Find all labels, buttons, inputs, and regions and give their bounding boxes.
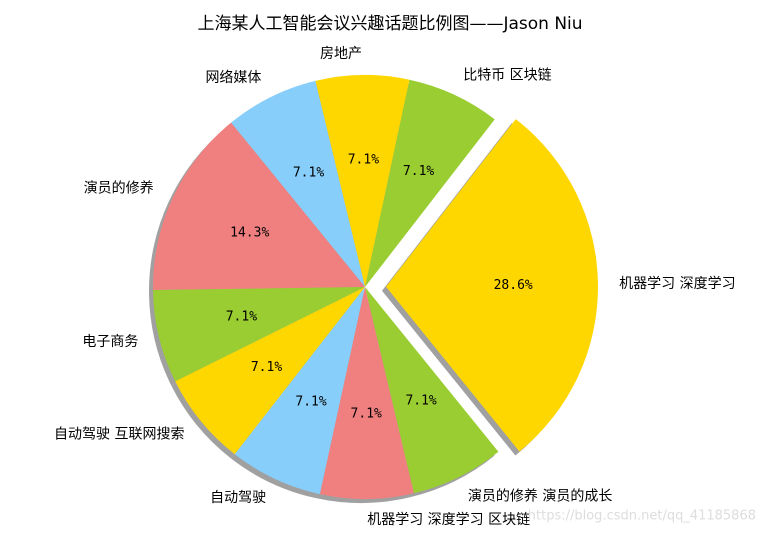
slice-label: 网络媒体 bbox=[205, 70, 261, 86]
percent-label: 7.1% bbox=[403, 164, 434, 179]
percent-label: 14.3% bbox=[230, 226, 269, 241]
slice-label: 演员的修养 演员的成长 bbox=[468, 488, 612, 504]
slice-label: 自动驾驶 互联网搜索 bbox=[54, 426, 184, 443]
pie-slice bbox=[153, 122, 365, 291]
pie-slice bbox=[365, 287, 499, 494]
percent-label: 7.1% bbox=[226, 309, 257, 324]
pie-slice bbox=[365, 79, 495, 287]
slice-label: 电子商务 bbox=[82, 334, 138, 350]
slice-label: 机器学习 深度学习 bbox=[619, 276, 735, 292]
watermark: https://blog.csdn.net/qq_41185868 bbox=[528, 509, 756, 524]
slice-label: 机器学习 深度学习 区块链 bbox=[367, 512, 530, 528]
slice-label: 房地产 bbox=[320, 46, 362, 62]
percent-label: 7.1% bbox=[295, 395, 326, 410]
pie-slice bbox=[385, 119, 598, 452]
pie-slice bbox=[315, 75, 410, 288]
chart-title: 上海某人工智能会议兴趣话题比例图——Jason Niu bbox=[197, 14, 582, 34]
pie-slice bbox=[153, 287, 365, 382]
pie-slice bbox=[234, 287, 365, 495]
percent-label: 28.6% bbox=[494, 278, 533, 293]
slice-label: 比特币 区块链 bbox=[463, 67, 551, 83]
slice-label: 演员的修养 bbox=[84, 180, 154, 196]
percent-label: 7.1% bbox=[348, 152, 379, 167]
percent-label: 7.1% bbox=[251, 360, 282, 375]
percent-label: 7.1% bbox=[351, 407, 382, 422]
pie-slice bbox=[319, 287, 414, 499]
pie-slice bbox=[175, 287, 365, 455]
pie-slice bbox=[231, 80, 365, 287]
percent-label: 7.1% bbox=[405, 394, 436, 409]
percent-label: 7.1% bbox=[293, 166, 324, 181]
slice-label: 自动驾驶 bbox=[210, 490, 266, 506]
